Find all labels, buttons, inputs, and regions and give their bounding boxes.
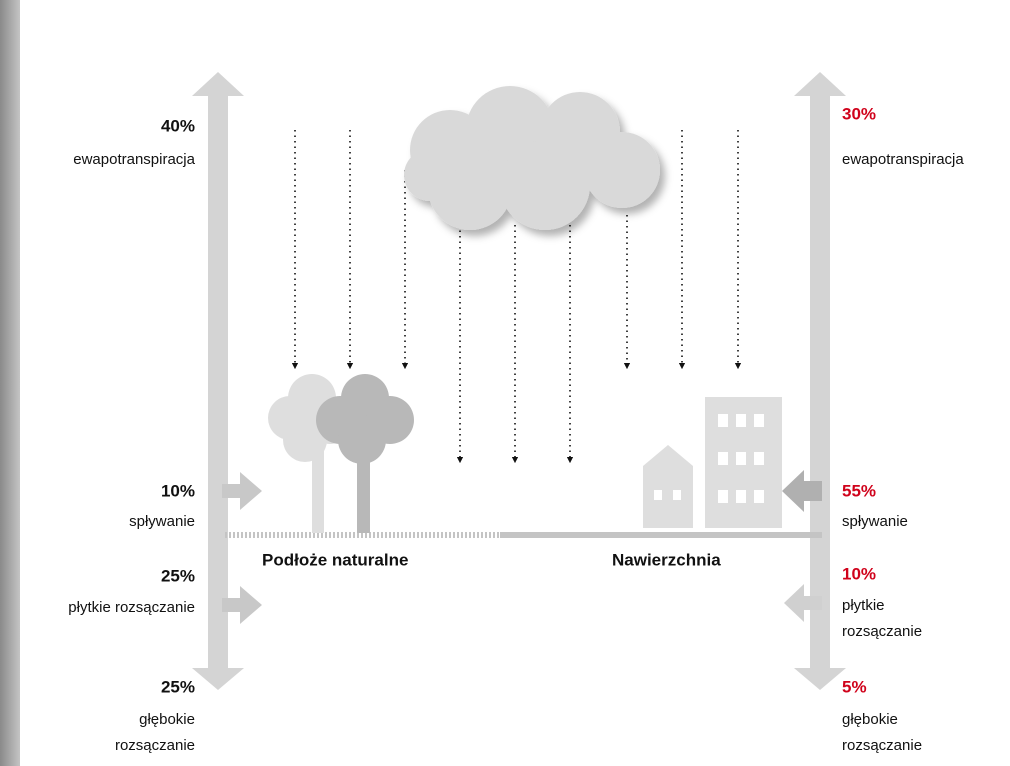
surface-paved: Nawierzchnia bbox=[612, 550, 721, 569]
left-shallow-label: płytkie rozsączanie bbox=[68, 599, 195, 616]
surface-natural: Podłoże naturalne bbox=[262, 550, 408, 569]
right-evapo-label: ewapotranspiracja bbox=[842, 151, 964, 168]
right-deep-label: rozsączanie bbox=[842, 737, 922, 754]
left-deep-label: głębokie bbox=[139, 711, 195, 728]
house bbox=[643, 445, 693, 528]
left-runoff-label: spływanie bbox=[129, 513, 195, 530]
right-runoff-value: 55% bbox=[842, 481, 876, 500]
left-vertical-arrow bbox=[192, 72, 244, 690]
infographic: 40% ewapotranspiracja 10% spływanie 25% … bbox=[0, 0, 1010, 766]
right-runoff-label: spływanie bbox=[842, 513, 908, 530]
left-shallow-value: 25% bbox=[161, 566, 195, 585]
right-shallow-label: płytkie bbox=[842, 597, 885, 614]
left-evapo-label: ewapotranspiracja bbox=[73, 151, 195, 168]
right-evapo-value: 30% bbox=[842, 104, 876, 123]
tower bbox=[705, 397, 782, 528]
left-deep-label: rozsączanie bbox=[115, 737, 195, 754]
right-deep-label: głębokie bbox=[842, 711, 898, 728]
left-deep-value: 25% bbox=[161, 677, 195, 696]
rock-edge bbox=[0, 0, 20, 766]
left-evapo-value: 40% bbox=[161, 116, 195, 135]
right-deep-value: 5% bbox=[842, 677, 867, 696]
left-runoff-value: 10% bbox=[161, 481, 195, 500]
right-shallow-value: 10% bbox=[842, 564, 876, 583]
cloud bbox=[404, 86, 660, 230]
right-shallow-label: rozsączanie bbox=[842, 623, 922, 640]
